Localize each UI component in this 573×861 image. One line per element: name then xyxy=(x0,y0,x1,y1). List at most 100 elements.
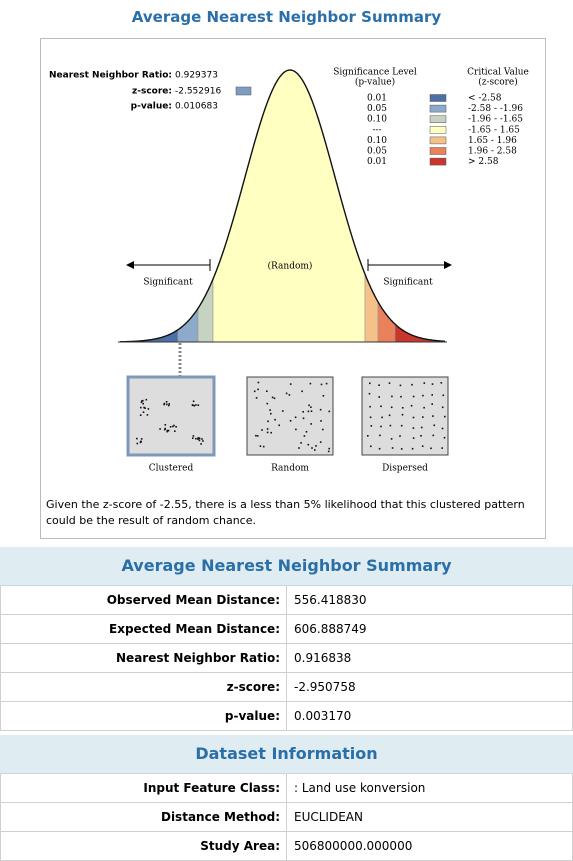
pattern-dot xyxy=(442,407,444,409)
pattern-dot xyxy=(389,415,391,417)
pattern-dot xyxy=(328,448,330,450)
pattern-dot xyxy=(371,425,373,427)
legend-p: 0.01 xyxy=(367,157,387,167)
pattern-dot xyxy=(168,430,170,432)
pattern-dot xyxy=(434,425,436,427)
row-label: Input Feature Class: xyxy=(1,774,287,802)
pattern-dot xyxy=(402,414,404,416)
pattern-dot xyxy=(172,426,174,428)
table-row: Observed Mean Distance:556.418830 xyxy=(0,586,573,615)
section-title: Dataset Information xyxy=(0,735,573,774)
row-label: p-value: xyxy=(1,702,287,730)
pattern-dot xyxy=(298,447,300,449)
pattern-dot xyxy=(199,440,201,442)
stat-label: p-value: xyxy=(131,102,172,112)
legend-p: 0.05 xyxy=(367,147,387,157)
pattern-dot xyxy=(200,443,202,445)
pattern-dot xyxy=(257,389,259,391)
row-label: Observed Mean Distance: xyxy=(1,586,287,614)
legend-p: 0.05 xyxy=(367,104,387,114)
pattern-dot xyxy=(443,395,445,397)
row-value: -2.950758 xyxy=(287,673,356,701)
dataset-table: Dataset InformationInput Feature Class::… xyxy=(0,735,573,861)
z-marker xyxy=(236,87,251,95)
legend-p: 0.10 xyxy=(367,136,387,146)
legend-z: -1.65 - 1.65 xyxy=(468,125,520,135)
pattern-dot xyxy=(269,409,271,411)
pattern-dot xyxy=(304,435,306,437)
row-value: : Land use konversion xyxy=(287,774,425,802)
pattern-dot xyxy=(164,429,166,431)
legend-z: 1.65 - 1.96 xyxy=(468,136,517,146)
pattern-dot xyxy=(290,383,292,385)
pattern-dot xyxy=(369,406,371,408)
legend-header: Significance Level xyxy=(333,68,417,78)
pattern-dot xyxy=(401,425,403,427)
pattern-dot xyxy=(422,395,424,397)
pattern-dot xyxy=(146,399,148,401)
pattern-dot xyxy=(193,405,195,407)
legend-swatch xyxy=(430,105,446,112)
pattern-dot xyxy=(420,435,422,437)
pattern-dot xyxy=(323,395,325,397)
pattern-dot xyxy=(380,406,382,408)
pattern-dot xyxy=(413,396,415,398)
pattern-dot xyxy=(320,409,322,411)
table-row: Study Area:506800000.000000 xyxy=(0,832,573,861)
pattern-dot xyxy=(266,390,268,392)
pattern-dot xyxy=(422,445,424,447)
pattern-dot xyxy=(140,414,142,416)
pattern-dot xyxy=(267,421,269,423)
pattern-dot xyxy=(255,435,257,437)
pattern-dot xyxy=(432,415,434,417)
pattern-dot xyxy=(263,446,265,448)
pattern-dot xyxy=(166,401,168,403)
legend-swatch xyxy=(430,126,446,133)
significant-right: Significant xyxy=(383,278,433,288)
pattern-dot xyxy=(370,417,372,419)
pattern-dot xyxy=(401,448,403,450)
random-label: (Random) xyxy=(268,261,313,272)
pattern-dot xyxy=(315,445,317,447)
legend-header: Critical Value xyxy=(467,68,529,78)
pattern-dot xyxy=(141,438,143,440)
pattern-dot xyxy=(301,391,303,393)
pattern-dot xyxy=(431,394,433,396)
legend-header: (z-score) xyxy=(478,77,518,88)
pattern-dot xyxy=(441,447,443,449)
figure: Nearest Neighbor Ratio:0.929373z-score:-… xyxy=(0,0,573,545)
pattern-dot xyxy=(391,396,393,398)
pattern-dot xyxy=(274,419,276,421)
table-row: Nearest Neighbor Ratio:0.916838 xyxy=(0,644,573,673)
pattern-dot xyxy=(433,435,435,437)
pattern-dot xyxy=(148,408,150,410)
pattern-dot xyxy=(378,396,380,398)
pattern-dot xyxy=(166,404,168,406)
pattern-dot xyxy=(267,428,269,430)
pattern-dot xyxy=(424,382,426,384)
pattern-dot xyxy=(174,430,176,432)
pattern-dot xyxy=(295,417,297,419)
legend-z: -2.58 - -1.96 xyxy=(468,104,523,114)
pattern-dot xyxy=(423,407,425,409)
stat-label: z-score: xyxy=(132,87,172,97)
row-value: EUCLIDEAN xyxy=(287,803,363,831)
pattern-dot xyxy=(329,411,331,413)
pattern-dot xyxy=(136,438,138,440)
pattern-dot xyxy=(257,435,259,437)
pattern-dot xyxy=(137,443,139,445)
pattern-dot xyxy=(328,451,330,453)
pattern-dot xyxy=(144,407,146,409)
pattern-dot xyxy=(390,425,392,427)
pattern-dot xyxy=(195,404,197,406)
pattern-dot xyxy=(260,445,262,447)
legend-z: > 2.58 xyxy=(468,157,499,167)
legend-swatch xyxy=(430,116,446,123)
pattern-dot xyxy=(272,397,274,399)
pattern-dot xyxy=(413,427,415,429)
pattern-dot xyxy=(311,447,313,449)
pattern-dot xyxy=(308,411,310,413)
stat-value: 0.010683 xyxy=(175,102,218,112)
legend-p: 0.10 xyxy=(367,115,387,125)
